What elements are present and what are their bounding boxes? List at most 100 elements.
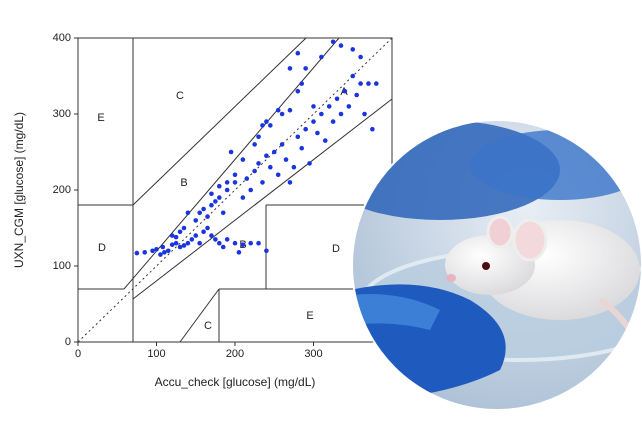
point	[311, 119, 316, 124]
point	[256, 240, 261, 246]
point	[213, 237, 218, 242]
point	[252, 168, 257, 174]
zone-line	[179, 288, 220, 343]
y-tick-label: 100	[53, 260, 71, 272]
point	[275, 107, 281, 113]
point	[142, 250, 148, 255]
point	[205, 214, 210, 219]
point	[326, 104, 332, 109]
point	[374, 81, 379, 86]
point	[232, 172, 238, 178]
point	[134, 250, 140, 256]
point	[173, 240, 179, 246]
point	[311, 104, 316, 109]
point	[338, 111, 344, 117]
zone-label: E	[306, 310, 313, 322]
point	[185, 210, 191, 216]
point	[252, 142, 257, 147]
point	[160, 244, 166, 250]
x-axis-title: Accu_check [glucose] (mg/dL)	[155, 375, 316, 389]
point	[268, 164, 273, 170]
point	[279, 142, 285, 147]
zone-line	[132, 37, 307, 206]
point	[256, 134, 261, 140]
point	[150, 248, 155, 254]
zone-label: C	[176, 90, 184, 102]
y-tick-label: 400	[53, 32, 71, 44]
point	[248, 240, 253, 246]
x-tick-label: 0	[75, 348, 81, 360]
point	[169, 242, 175, 248]
zone-label: C	[204, 320, 212, 332]
point	[240, 157, 246, 162]
point	[342, 88, 348, 94]
zone-label: D	[332, 243, 340, 255]
y-tick-label: 300	[53, 108, 71, 120]
zone-label: D	[98, 242, 106, 254]
x-tick-label: 300	[304, 348, 322, 360]
point	[330, 39, 336, 45]
point	[319, 111, 324, 117]
point	[299, 145, 305, 151]
x-tick-label: 200	[226, 348, 244, 360]
point	[154, 246, 159, 252]
point	[271, 149, 277, 155]
zone-line	[123, 37, 340, 290]
point	[362, 111, 367, 117]
point	[181, 225, 187, 231]
point	[264, 153, 269, 159]
point	[315, 130, 320, 136]
zone-label: E	[97, 112, 104, 124]
point	[291, 164, 297, 170]
point	[205, 225, 210, 231]
point	[350, 73, 356, 79]
point	[220, 244, 226, 250]
point	[193, 233, 199, 238]
point	[217, 183, 222, 189]
point	[275, 172, 281, 178]
y-tick-label: 200	[53, 184, 71, 196]
point	[217, 195, 222, 200]
point	[307, 161, 312, 166]
point	[224, 180, 230, 185]
point	[260, 180, 265, 185]
point	[248, 187, 253, 193]
point	[197, 240, 202, 246]
point	[232, 180, 238, 185]
point	[358, 54, 363, 60]
x-tick-label: 100	[147, 348, 165, 360]
point	[189, 237, 195, 242]
point	[240, 195, 246, 200]
point	[366, 81, 371, 86]
point	[169, 233, 175, 238]
point	[287, 180, 293, 185]
point	[358, 81, 363, 86]
point	[228, 149, 234, 155]
point	[260, 123, 265, 128]
photo-frame	[351, 119, 642, 411]
point	[220, 210, 226, 216]
point	[185, 240, 191, 246]
point	[209, 233, 214, 238]
point	[264, 119, 269, 124]
point	[193, 218, 199, 223]
point	[236, 250, 242, 255]
point	[177, 244, 183, 250]
point	[350, 47, 356, 52]
point	[334, 96, 340, 102]
point	[264, 248, 269, 254]
point	[303, 126, 308, 132]
point	[268, 123, 273, 128]
point	[287, 107, 293, 113]
point	[256, 161, 261, 166]
point	[322, 138, 328, 143]
point	[232, 240, 238, 246]
point	[295, 50, 301, 56]
point	[209, 202, 214, 208]
point	[346, 104, 352, 109]
point	[303, 66, 308, 71]
point	[201, 229, 206, 235]
point	[319, 54, 324, 60]
y-tick-label: 0	[65, 336, 71, 348]
